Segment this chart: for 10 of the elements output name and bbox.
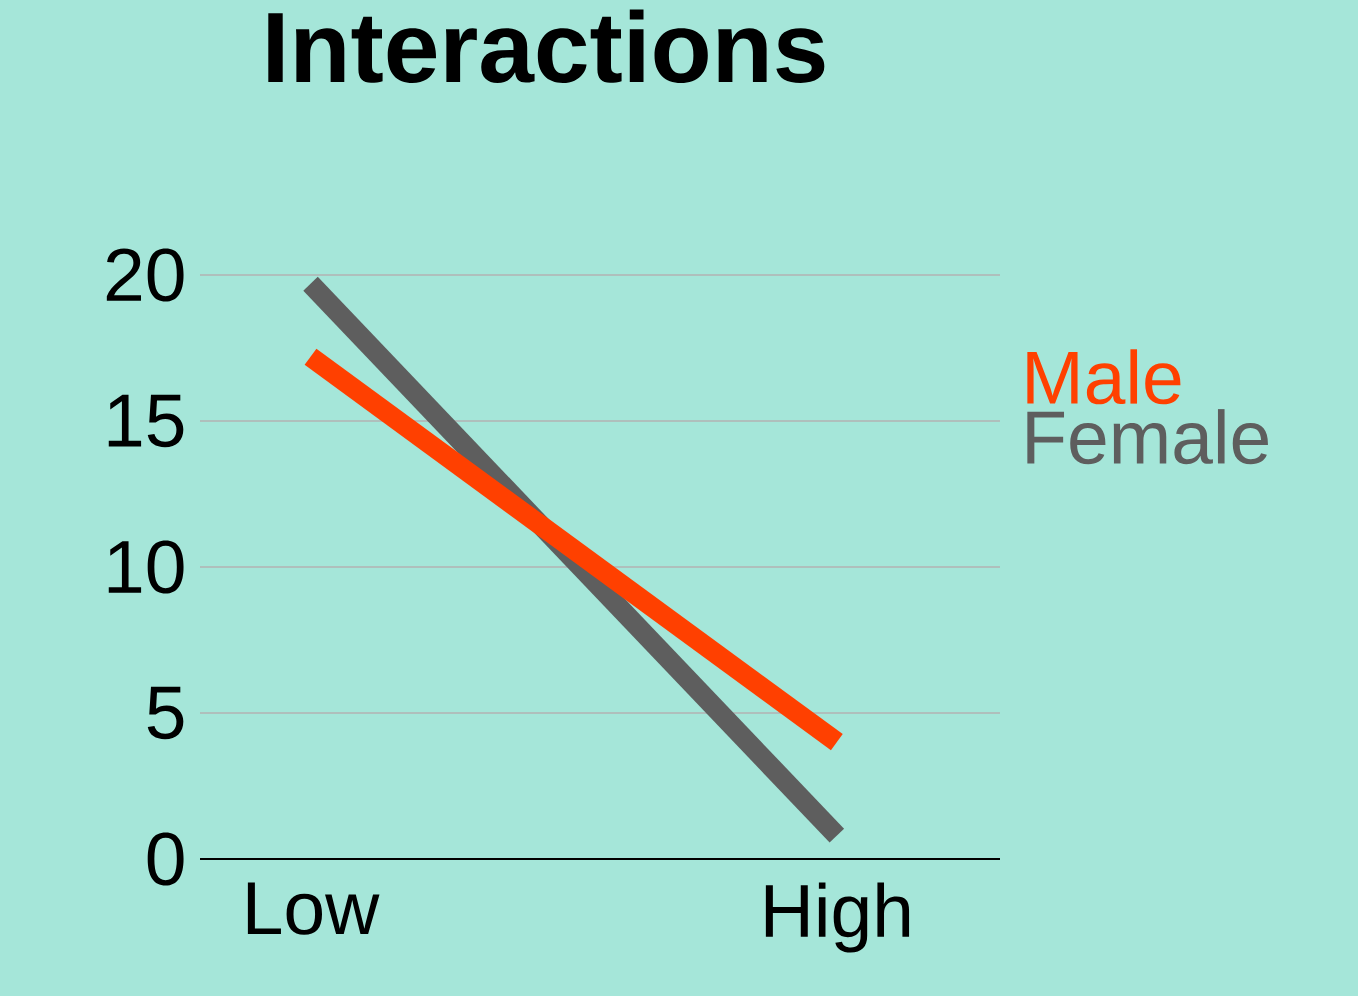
x-tick-label: High [765,882,910,953]
text: Male [1027,349,1181,405]
y-tick-label: 20 [106,248,184,302]
y-tick-label: 15 [108,394,184,448]
y-tick-label: 10 [108,540,184,594]
chart-title: Interactions [268,9,825,83]
text: Female [1027,409,1268,465]
y-tick-label: 0 [147,832,184,886]
x-tick-label: Low [247,882,380,935]
y-tick-label: 5 [147,686,184,740]
